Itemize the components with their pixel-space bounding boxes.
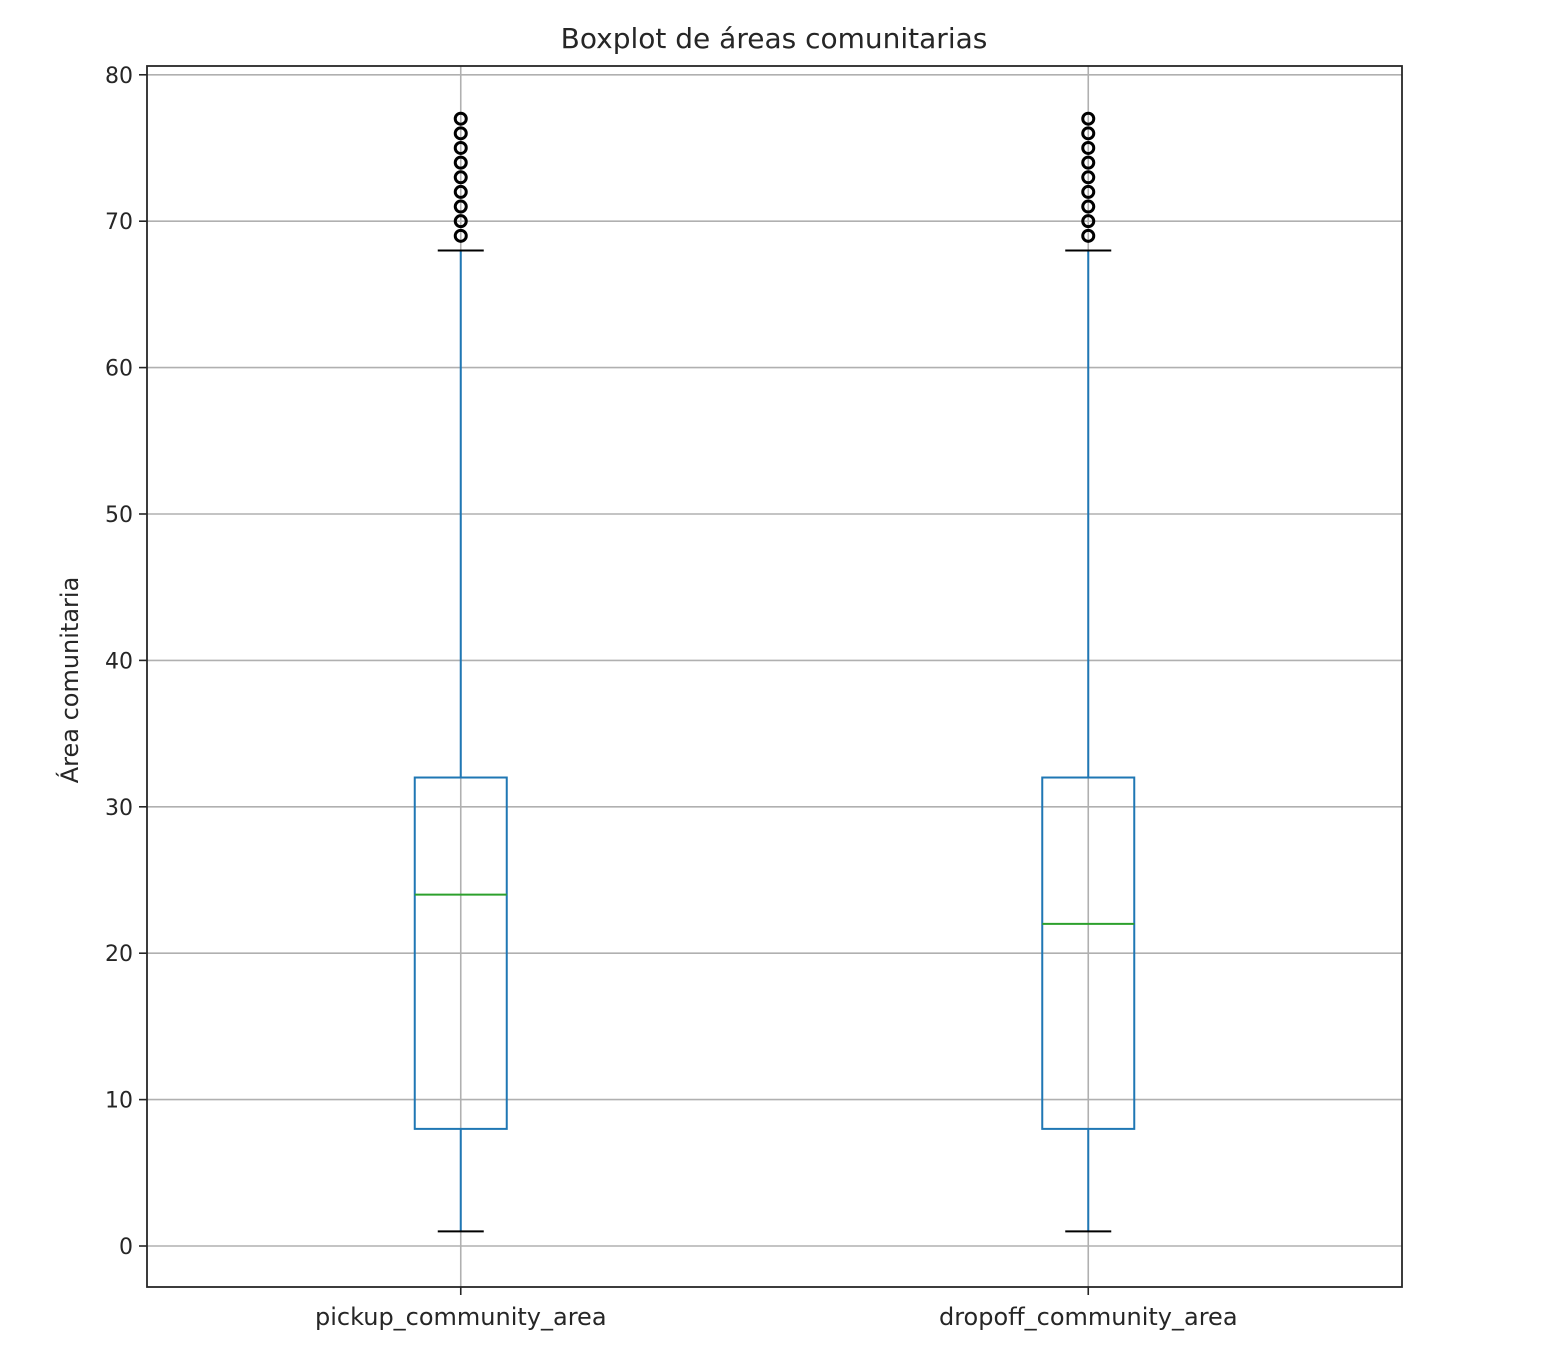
box-iqr [1041,776,1136,1130]
outlier-point [453,170,468,185]
outlier-point [1081,140,1096,155]
y-tick-label: 20 [105,942,133,967]
outlier-point [453,155,468,170]
outlier-point [1081,214,1096,229]
outlier-point [453,228,468,243]
box-group [413,111,508,1233]
outlier-point [1081,184,1096,199]
outlier-point [453,111,468,126]
y-tick-label: 10 [105,1089,133,1114]
plot-frame [146,65,1403,1288]
outlier-point [1081,111,1096,126]
y-tick-label: 80 [105,64,133,89]
outlier-point [1081,170,1096,185]
y-tick-label: 50 [105,503,133,528]
outlier-point [1081,228,1096,243]
chart-title: Boxplot de áreas comunitarias [561,22,988,55]
outlier-point [453,184,468,199]
outlier-point [453,140,468,155]
outlier-point [1081,155,1096,170]
x-tick-label: pickup_community_area [315,1303,607,1331]
outlier-point [1081,126,1096,141]
outlier-point [453,126,468,141]
box-group [1041,111,1136,1233]
y-axis-label: Área comunitaria [55,577,84,784]
y-tick-label: 0 [119,1235,133,1260]
y-tick-label: 60 [105,357,133,382]
y-tick-label: 70 [105,210,133,235]
boxes [413,111,1136,1233]
y-tick-label: 40 [105,649,133,674]
outlier-point [453,199,468,214]
box-iqr [413,776,508,1130]
y-tick-label: 30 [105,796,133,821]
axes: 0 10 20 30 40 50 60 70 80 pickup_community_area dr… [105,64,1403,1331]
outlier-point [1081,199,1096,214]
grid-lines [147,66,1402,1287]
outlier-point [453,214,468,229]
x-tick-label: dropoff_community_area [939,1303,1238,1331]
